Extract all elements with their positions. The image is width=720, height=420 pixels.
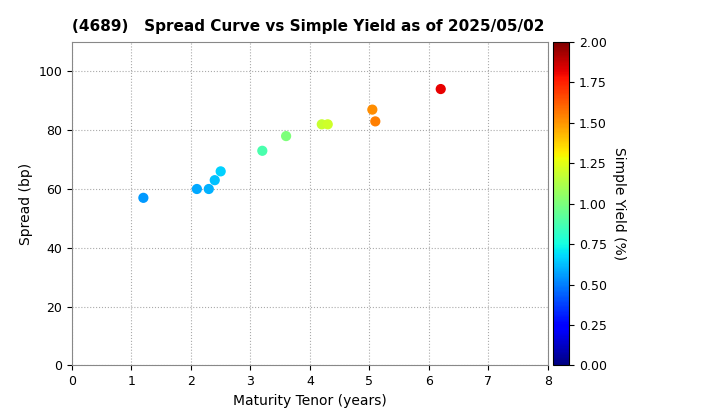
- Point: [280, 133, 292, 139]
- Point: [366, 106, 378, 113]
- Point: [435, 86, 446, 92]
- X-axis label: Maturity Tenor (years): Maturity Tenor (years): [233, 394, 387, 408]
- Point: [138, 194, 149, 201]
- Point: [191, 186, 202, 192]
- Point: [322, 121, 333, 128]
- Y-axis label: Simple Yield (%): Simple Yield (%): [612, 147, 626, 260]
- Point: [203, 186, 215, 192]
- Point: [369, 118, 381, 125]
- Point: [215, 168, 226, 175]
- Text: (4689)   Spread Curve vs Simple Yield as of 2025/05/02: (4689) Spread Curve vs Simple Yield as o…: [72, 19, 544, 34]
- Y-axis label: Spread (bp): Spread (bp): [19, 163, 33, 245]
- Point: [209, 177, 220, 184]
- Point: [316, 121, 328, 128]
- Point: [256, 147, 268, 154]
